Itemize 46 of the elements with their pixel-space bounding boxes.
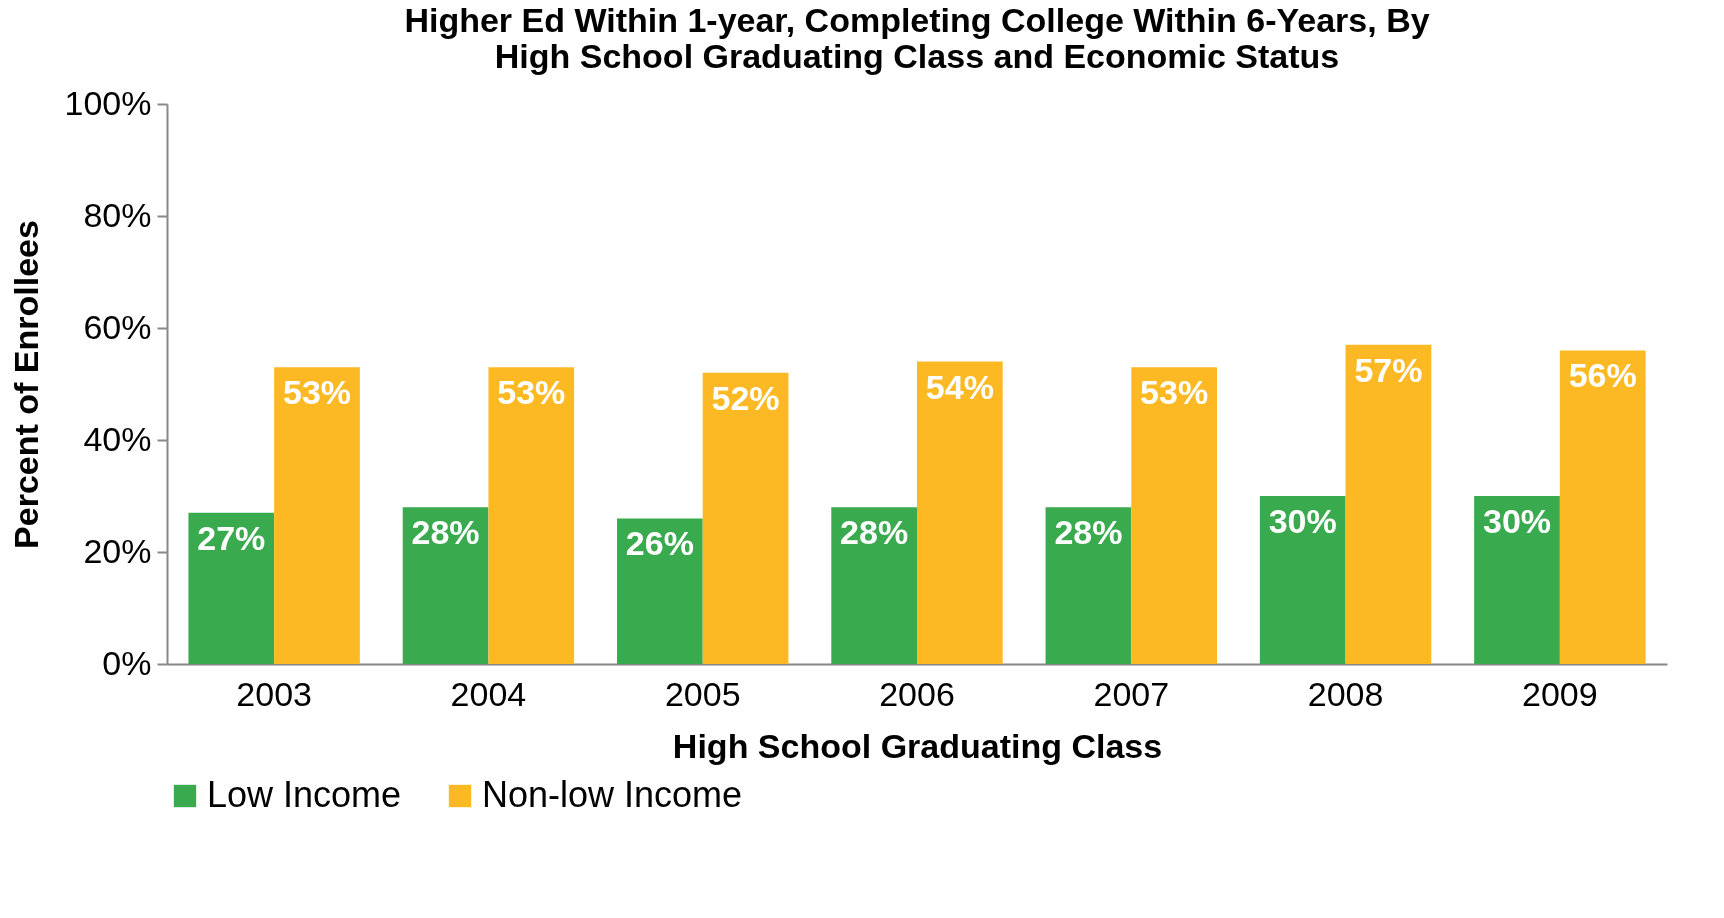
bar — [1131, 367, 1217, 664]
bar — [488, 367, 575, 664]
bar — [1474, 496, 1560, 664]
data-label: 57% — [1354, 350, 1423, 389]
data-label: 53% — [497, 373, 566, 412]
data-label: 28% — [840, 513, 909, 552]
y-axis-title: Percent of Enrollees — [6, 220, 45, 549]
data-label: 28% — [411, 513, 480, 552]
y-tick-label: 60% — [83, 307, 152, 346]
data-label: 53% — [1140, 373, 1209, 412]
bar — [402, 507, 489, 664]
data-label: 27% — [197, 518, 266, 557]
chart-title: Higher Ed Within 1-year, Completing College Within 6-Years, By High School Graduating Class and Economic Status — [404, 1, 1430, 75]
x-tick-label: 2009 — [1522, 674, 1598, 713]
data-label: 30% — [1268, 502, 1337, 540]
bar — [274, 367, 360, 664]
data-label: 56% — [1568, 356, 1637, 395]
bar — [1259, 496, 1346, 664]
y-tick-label: 20% — [83, 531, 152, 570]
bar — [917, 361, 1003, 664]
bar — [1345, 344, 1432, 664]
legend-label: Low Income — [207, 774, 402, 815]
x-tick-label: 2008 — [1307, 674, 1384, 713]
x-tick-label: 2005 — [664, 674, 741, 713]
data-label: 26% — [625, 524, 694, 563]
x-tick-label: 2004 — [450, 674, 527, 713]
data-label: 30% — [1482, 502, 1552, 540]
y-tick-label: 100% — [64, 83, 152, 122]
bar — [1045, 507, 1132, 664]
x-tick-label: 2007 — [1093, 674, 1170, 713]
x-axis-title: High School Graduating Class — [672, 726, 1163, 765]
data-label: 28% — [1054, 513, 1123, 552]
x-tick-label: 2006 — [879, 674, 955, 713]
bar — [617, 518, 703, 664]
data-label: 54% — [925, 367, 994, 406]
data-label: 52% — [711, 378, 780, 417]
bar — [188, 512, 275, 664]
bar — [1559, 350, 1646, 664]
legend-label: Non-low Income — [482, 774, 743, 815]
bar — [831, 507, 917, 664]
x-tick-label: 2003 — [236, 674, 312, 713]
y-tick-label: 40% — [83, 419, 152, 458]
bar — [702, 372, 789, 664]
data-label: 53% — [282, 373, 352, 412]
y-tick-label: 80% — [83, 195, 152, 234]
y-tick-label: 0% — [102, 643, 152, 682]
